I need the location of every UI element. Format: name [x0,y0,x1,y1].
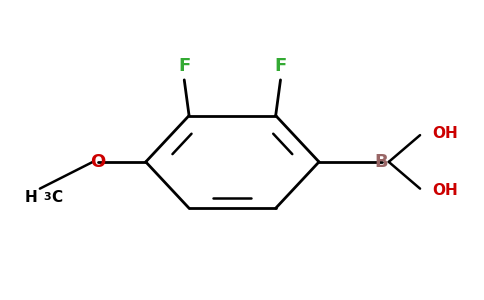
Text: 3: 3 [44,192,51,202]
Text: O: O [90,153,105,171]
Text: B: B [375,153,388,171]
Text: OH: OH [432,126,458,141]
Text: F: F [178,57,190,75]
Text: C: C [51,190,62,205]
Text: F: F [274,57,287,75]
Text: OH: OH [432,183,458,198]
Text: H: H [25,190,37,205]
